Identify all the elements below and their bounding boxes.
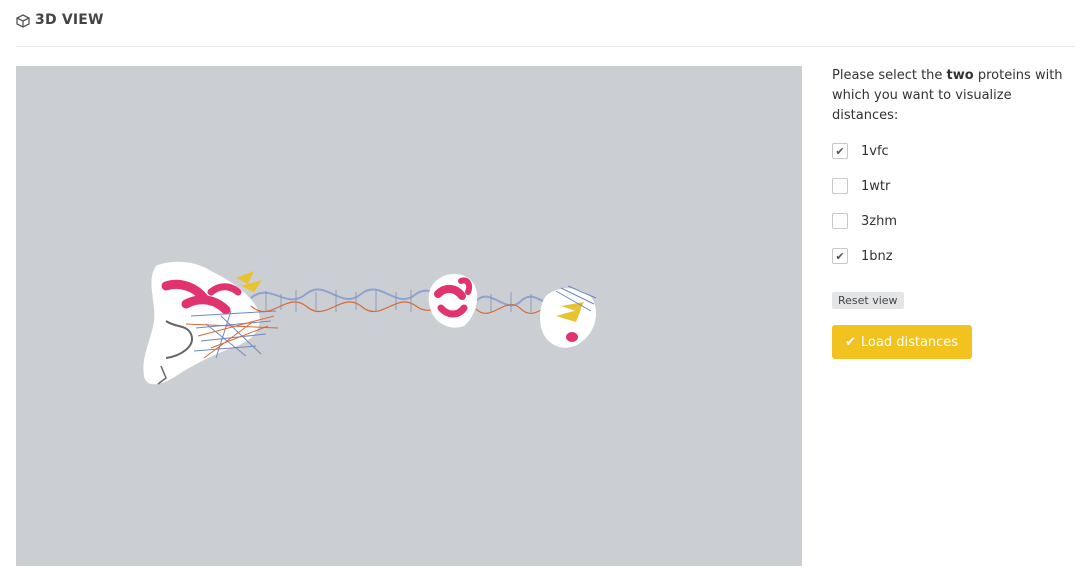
section-title: 3D VIEW	[35, 12, 104, 28]
left-protein	[143, 261, 262, 385]
checkbox-1wtr[interactable]	[832, 178, 848, 194]
cube-icon	[16, 13, 30, 28]
dna-cluster	[185, 310, 279, 359]
right-protein	[540, 285, 597, 348]
instructions-emphasis: two	[946, 68, 974, 83]
load-distances-button[interactable]: ✔ Load distances	[832, 325, 972, 359]
section-header: 3D VIEW	[16, 10, 104, 30]
protein-label: 1wtr	[861, 178, 891, 194]
molecule-render	[143, 261, 597, 385]
checkmark-icon: ✔	[845, 334, 856, 350]
checkbox-3zhm[interactable]	[832, 213, 848, 229]
reset-view-button[interactable]: Reset view	[832, 292, 904, 309]
checkbox-1vfc[interactable]: ✔	[832, 143, 848, 159]
protein-label: 1bnz	[861, 248, 893, 264]
middle-protein	[428, 273, 478, 328]
checkmark-icon: ✔	[835, 144, 845, 158]
protein-option-1vfc[interactable]: ✔ 1vfc	[832, 141, 1072, 161]
instructions-after: proteins with which you want to visualiz…	[832, 68, 1063, 123]
protein-option-3zhm[interactable]: 3zhm	[832, 211, 1072, 231]
protein-label: 3zhm	[861, 213, 897, 229]
protein-option-1bnz[interactable]: ✔ 1bnz	[832, 246, 1072, 266]
header-divider	[16, 46, 1074, 47]
protein-option-1wtr[interactable]: 1wtr	[832, 176, 1072, 196]
dna-helix	[250, 288, 567, 314]
protein-label: 1vfc	[861, 143, 889, 159]
protein-selection-panel: Please select the two proteins with whic…	[832, 66, 1072, 359]
molecule-viewer[interactable]	[16, 66, 802, 566]
load-distances-label: Load distances	[860, 334, 959, 350]
checkmark-icon: ✔	[835, 249, 845, 263]
checkbox-1bnz[interactable]: ✔	[832, 248, 848, 264]
selection-instructions: Please select the two proteins with whic…	[832, 66, 1072, 126]
instructions-before: Please select the	[832, 68, 947, 83]
